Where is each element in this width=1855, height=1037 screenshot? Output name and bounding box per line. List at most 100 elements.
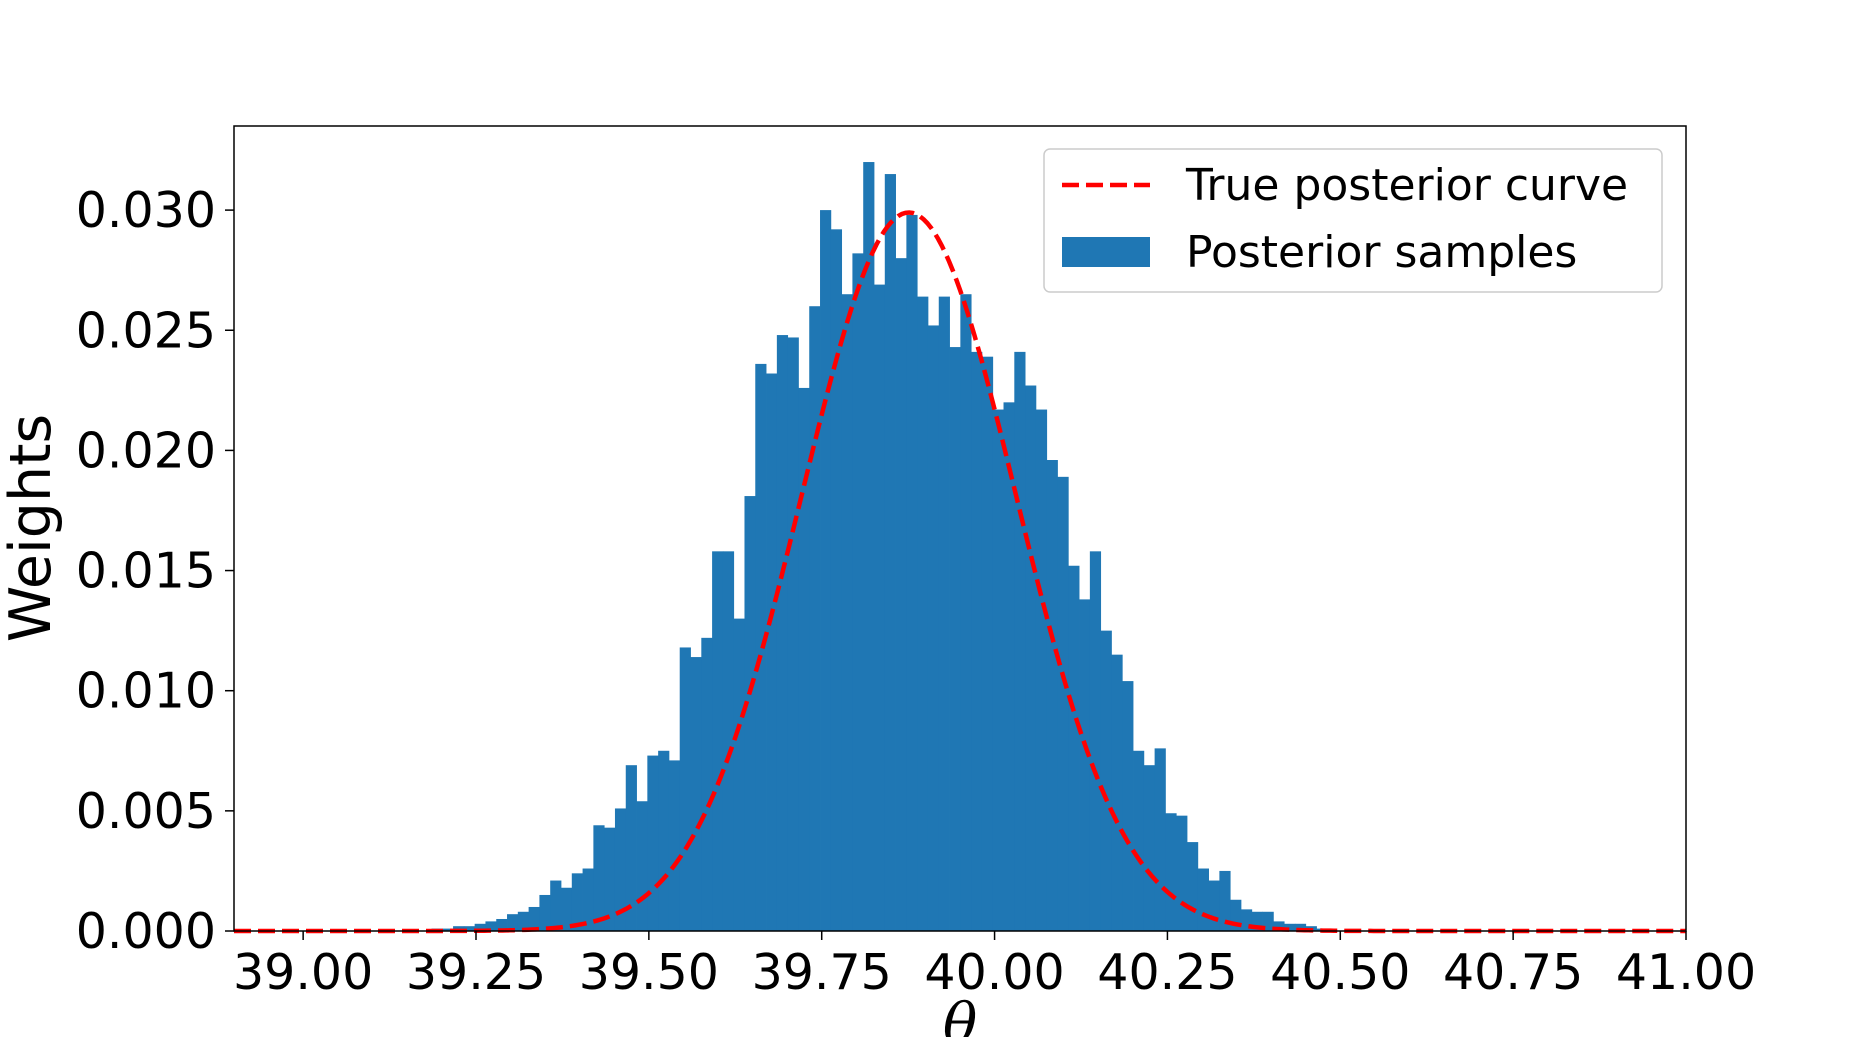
histogram-bar (571, 873, 583, 931)
histogram-bar (463, 926, 476, 931)
histogram-bar (1035, 409, 1048, 931)
histogram-bar (1176, 815, 1188, 931)
histogram-bar (582, 868, 594, 931)
histogram-bar (971, 351, 983, 931)
x-tick-label: 40.00 (924, 944, 1064, 1001)
x-tick-label: 40.75 (1443, 944, 1583, 1001)
histogram-bar (927, 325, 940, 931)
histogram-bar (1003, 402, 1015, 932)
histogram-bar (1230, 899, 1242, 931)
histogram-bar (809, 306, 821, 932)
histogram-bar (798, 387, 810, 931)
x-axis-ticks: 39.00 39.25 39.50 39.75 40.00 40.25 40.50 40.75… (233, 931, 1756, 1001)
histogram-bar (992, 409, 1004, 931)
histogram-bar (496, 918, 508, 931)
histogram-bar (593, 825, 605, 931)
histogram-bar (1154, 748, 1166, 931)
x-tick-label: 39.50 (579, 944, 719, 1001)
histogram-bar (1122, 681, 1134, 931)
histogram-bar (668, 760, 681, 931)
legend: True posterior curve Posterior samples (1043, 148, 1663, 293)
plot-frame (233, 125, 1687, 932)
histogram-bar (1014, 351, 1026, 931)
x-axis-title: θ (943, 992, 977, 1037)
histogram-bar (733, 618, 745, 931)
y-axis-ticks: 0.000 0.005 0.010 0.015 0.020 0.025 0.030 (76, 182, 234, 960)
histogram-bar (1133, 750, 1145, 931)
histogram-bar (981, 356, 994, 931)
histogram-bar (1079, 599, 1091, 931)
histogram-bar (722, 551, 735, 931)
histogram-bar (1057, 476, 1069, 931)
histogram-bar (1068, 565, 1080, 931)
x-tick-label: 40.25 (1097, 944, 1237, 1001)
histogram-bar (528, 906, 540, 931)
histogram-bar (647, 755, 659, 931)
legend-label-curve: True posterior curve (1185, 160, 1628, 211)
histogram-bar (1208, 880, 1220, 931)
histogram-bar (820, 210, 832, 932)
y-axis-title: Weights (0, 414, 64, 642)
y-tick-label: 0.005 (76, 783, 216, 840)
histogram-bar (863, 162, 875, 932)
histogram-bars (431, 162, 1328, 932)
histogram-bar (539, 894, 551, 931)
histogram-bar (442, 928, 454, 931)
histogram-bar (474, 923, 486, 931)
histogram-bar (1089, 551, 1102, 931)
histogram-bar (679, 647, 691, 931)
histogram-bar (1294, 923, 1307, 931)
histogram-bar (874, 284, 886, 932)
histogram-bar (1187, 842, 1199, 931)
histogram-bar (636, 801, 648, 931)
y-tick-label: 0.000 (76, 903, 216, 960)
histogram-bar (1240, 909, 1253, 931)
histogram-bar (938, 296, 950, 931)
legend-bar-swatch (1062, 237, 1150, 267)
histogram-bar (1165, 813, 1177, 931)
histogram-bar (1046, 460, 1058, 931)
histogram-bar (625, 765, 637, 931)
y-tick-label: 0.030 (76, 182, 216, 239)
histogram-bar (744, 496, 756, 931)
histogram-bar (884, 174, 896, 931)
histogram-bar (830, 229, 843, 931)
histogram-bar (614, 808, 627, 931)
histogram-bar (550, 880, 562, 931)
x-tick-label: 41.00 (1616, 944, 1756, 1001)
histogram-bar (766, 373, 778, 931)
histogram-bar (1219, 870, 1231, 931)
histogram-bar (690, 657, 702, 931)
legend-label-samples: Posterior samples (1186, 227, 1577, 278)
histogram-bar (960, 294, 972, 932)
histogram-bar (1100, 630, 1112, 931)
x-tick-label: 39.00 (233, 944, 373, 1001)
histogram-bar (604, 827, 616, 931)
histogram-bar (895, 258, 907, 931)
histogram-bar (658, 750, 670, 931)
x-tick-label: 39.75 (752, 944, 892, 1001)
histogram-bar (852, 253, 864, 932)
legend-frame (1043, 148, 1663, 293)
histogram-bar (1111, 654, 1123, 931)
histogram-bar (507, 914, 519, 931)
histogram-bar (712, 551, 724, 931)
histogram-bar (1251, 911, 1263, 931)
histogram-bar (485, 921, 497, 931)
histogram-bar (841, 294, 853, 932)
histogram-bar (776, 335, 789, 931)
histogram-bar (1262, 911, 1274, 931)
histogram-bar (1025, 385, 1037, 931)
y-tick-label: 0.020 (76, 422, 216, 479)
histogram-bar (787, 337, 799, 932)
y-tick-label: 0.015 (76, 543, 216, 600)
x-tick-label: 40.50 (1270, 944, 1410, 1001)
x-tick-label: 39.25 (406, 944, 546, 1001)
y-tick-label: 0.010 (76, 663, 216, 720)
histogram-bar (701, 637, 713, 931)
histogram-bar (561, 887, 573, 931)
histogram-bar (517, 911, 530, 931)
histogram-bar (1284, 923, 1296, 931)
histogram-bar (1143, 765, 1156, 931)
